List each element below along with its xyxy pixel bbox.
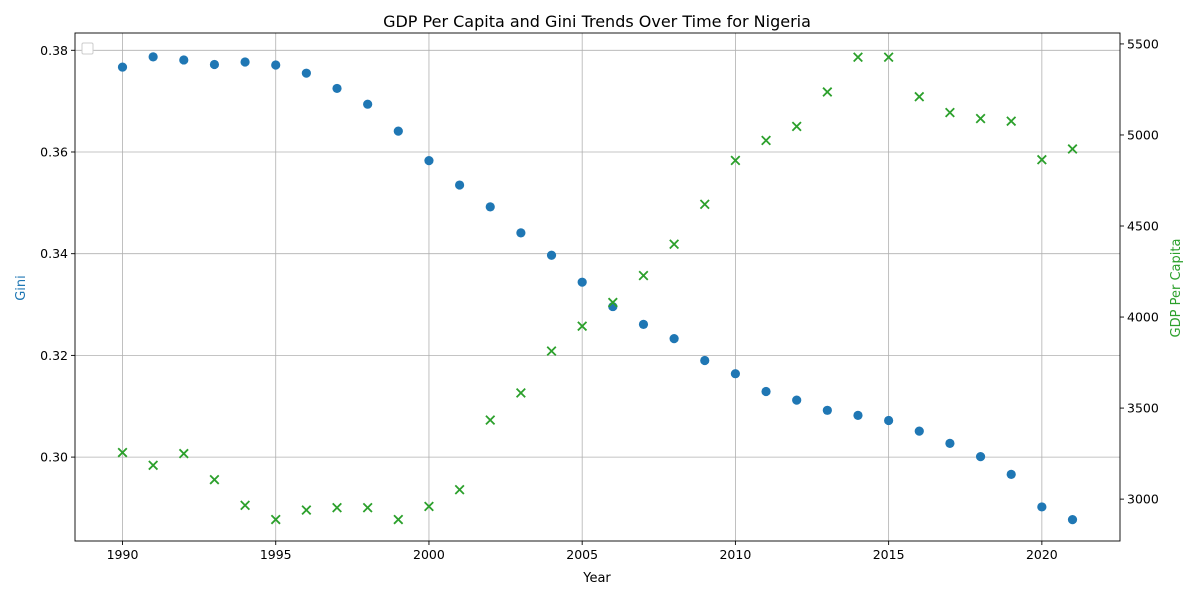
- right-axis-ticks: 3000 3500 4000 4500 5000 5500: [1120, 36, 1159, 507]
- gdp-per-capita-point: [178, 448, 189, 459]
- gdp-per-capita-point: [209, 474, 220, 485]
- gdp-per-capita-point: [117, 447, 128, 458]
- gdp-per-capita-point: [1067, 144, 1078, 154]
- gdp-per-capita-point: [362, 502, 373, 513]
- right-tick-label: 5000: [1127, 127, 1159, 142]
- x-tick-label: 1995: [260, 547, 292, 562]
- gdp-per-capita-point: [240, 500, 251, 511]
- x-tick-label: 2010: [719, 547, 751, 562]
- gdp-per-capita-point: [393, 514, 404, 525]
- gini-point: [945, 438, 955, 448]
- x-tick-label: 1990: [107, 547, 139, 562]
- right-axis-label: GDP Per Capita: [1169, 239, 1184, 338]
- chart-title: GDP Per Capita and Gini Trends Over Time…: [383, 12, 811, 31]
- gini-point: [271, 60, 281, 70]
- gdp-per-capita-series: [117, 52, 1078, 525]
- gdp-per-capita-point: [791, 121, 802, 132]
- gini-point: [1067, 515, 1078, 525]
- gdp-per-capita-point: [853, 52, 863, 63]
- gini-point: [179, 55, 189, 65]
- gdp-per-capita-point: [454, 484, 465, 495]
- gini-point: [822, 405, 832, 415]
- gini-point: [700, 355, 710, 366]
- gini-point: [363, 99, 373, 109]
- gini-point: [332, 83, 342, 94]
- gini-point: [393, 126, 403, 136]
- gdp-per-capita-point: [1006, 116, 1017, 127]
- gini-point: [975, 451, 986, 462]
- gini-point: [1037, 502, 1047, 512]
- gini-point: [240, 57, 250, 67]
- x-tick-label: 2000: [413, 547, 445, 562]
- gdp-per-capita-point: [301, 505, 312, 515]
- grid-lines: [75, 33, 1120, 541]
- gini-series: [117, 52, 1078, 525]
- x-axis-ticks: 1990 1995 2000 2005 2010 2015 2020: [107, 541, 1058, 562]
- gdp-per-capita-point: [270, 514, 281, 525]
- gdp-per-capita-point: [148, 460, 159, 471]
- right-tick-label: 3500: [1127, 401, 1159, 416]
- left-tick-label: 0.34: [40, 246, 68, 261]
- gini-point: [730, 369, 741, 379]
- gini-point: [1006, 469, 1016, 479]
- gdp-per-capita-point: [822, 87, 833, 97]
- gini-point: [914, 426, 924, 436]
- gini-point: [546, 250, 557, 260]
- gini-point: [761, 386, 771, 397]
- x-axis-label: Year: [582, 571, 611, 586]
- right-tick-label: 4500: [1127, 219, 1159, 234]
- gdp-per-capita-point: [424, 501, 434, 512]
- gdp-per-capita-point: [944, 107, 955, 118]
- gini-point: [792, 395, 802, 405]
- gdp-per-capita-point: [546, 346, 557, 357]
- right-tick-label: 3000: [1127, 492, 1159, 507]
- gdp-per-capita-point: [730, 155, 741, 166]
- gdp-per-capita-point: [975, 113, 986, 124]
- gini-point: [301, 68, 311, 78]
- left-axis-label: Gini: [14, 275, 29, 301]
- gdp-per-capita-point: [485, 415, 496, 426]
- gini-point: [516, 228, 526, 238]
- gini-point: [577, 277, 587, 287]
- left-axis-ticks: 0.30 0.32 0.34 0.36 0.38: [40, 43, 75, 465]
- gdp-per-capita-point: [699, 199, 710, 210]
- right-tick-label: 5500: [1127, 36, 1159, 51]
- x-tick-label: 2005: [566, 547, 598, 562]
- gini-point: [853, 410, 863, 420]
- gini-point: [148, 52, 158, 62]
- empty-legend: [81, 42, 94, 55]
- gdp-per-capita-point: [638, 270, 649, 281]
- gdp-per-capita-point: [577, 321, 588, 332]
- gini-point: [884, 415, 894, 426]
- gdp-per-capita-point: [914, 91, 925, 102]
- gdp-per-capita-point: [669, 239, 680, 250]
- gdp-per-capita-point: [883, 52, 894, 63]
- gini-point: [669, 334, 679, 344]
- x-tick-label: 2015: [873, 547, 905, 562]
- gini-point: [454, 180, 465, 190]
- gdp-per-capita-point: [607, 297, 618, 308]
- left-tick-label: 0.32: [40, 348, 68, 363]
- gdp-per-capita-point: [761, 135, 771, 146]
- left-tick-label: 0.38: [40, 43, 68, 58]
- gini-point: [485, 202, 495, 212]
- plot-frame: [74, 32, 1121, 542]
- gini-point: [117, 62, 128, 72]
- gdp-per-capita-point: [515, 388, 526, 398]
- gini-point: [424, 156, 434, 166]
- gini-point: [209, 59, 220, 70]
- gdp-per-capita-point: [332, 502, 342, 513]
- left-tick-label: 0.30: [40, 450, 68, 465]
- left-tick-label: 0.36: [40, 144, 68, 159]
- right-tick-label: 4000: [1127, 310, 1159, 325]
- gini-point: [638, 319, 649, 329]
- gdp-per-capita-point: [1036, 154, 1047, 165]
- x-tick-label: 2020: [1026, 547, 1058, 562]
